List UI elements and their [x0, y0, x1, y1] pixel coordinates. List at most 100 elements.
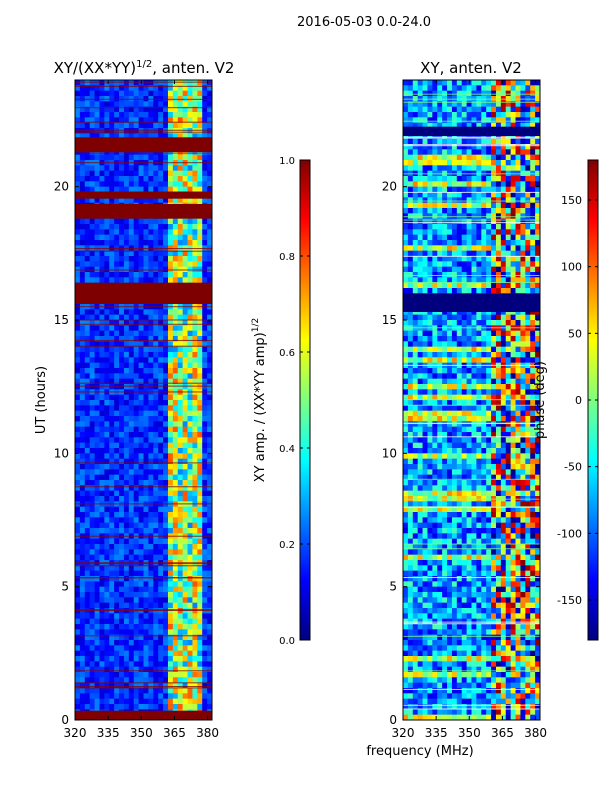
heatmap-cell: [491, 202, 497, 209]
heatmap-cell: [153, 90, 159, 97]
heatmap-cell: [197, 538, 203, 545]
heatmap-cell: [495, 106, 502, 113]
heatmap-cell: [114, 176, 120, 182]
heatmap-cell: [525, 117, 531, 124]
heatmap-cell: [79, 368, 86, 374]
heatmap-cell: [451, 266, 458, 273]
heatmap-cell: [207, 181, 213, 188]
heatmap-cell: [79, 688, 86, 694]
heatmap-cell: [138, 453, 144, 460]
heatmap-cell: [197, 336, 203, 342]
heatmap-cell: [75, 453, 81, 460]
heatmap-cell: [510, 266, 516, 273]
heatmap-cell: [84, 80, 91, 86]
heatmap-cell: [99, 368, 105, 374]
heatmap-cell: [158, 640, 164, 646]
heatmap-cell: [119, 538, 125, 545]
heatmap-cell: [84, 362, 91, 369]
heatmap-cell: [535, 282, 541, 289]
heatmap-cell: [128, 688, 135, 694]
heatmap-cell: [192, 677, 198, 684]
heatmap-cell: [163, 506, 169, 513]
heatmap-cell: [476, 368, 482, 374]
heatmap-cell: [456, 368, 463, 374]
heatmap-cell: [447, 309, 453, 316]
heatmap-cell: [202, 581, 208, 588]
heatmap-cell: [123, 400, 130, 406]
heatmap-cell: [207, 485, 213, 492]
heatmap-cell: [119, 256, 125, 262]
heatmap-cell: [500, 288, 507, 294]
heatmap-cell: [481, 234, 487, 241]
heatmap-cell: [437, 314, 443, 321]
heatmap-cell: [182, 496, 188, 502]
heatmap-cell: [119, 106, 125, 113]
heatmap-cell: [187, 240, 193, 246]
heatmap-cell: [447, 245, 453, 252]
heatmap-cell: [167, 528, 174, 534]
heatmap-cell: [123, 512, 130, 518]
heatmap-cell: [143, 352, 149, 358]
heatmap-cell: [510, 309, 516, 316]
time-streak: [75, 503, 212, 505]
heatmap-cell: [515, 176, 521, 182]
heatmap-cell: [163, 677, 169, 684]
heatmap-cell: [187, 336, 193, 342]
heatmap-cell: [94, 469, 100, 476]
heatmap-cell: [451, 197, 458, 204]
heatmap-cell: [451, 154, 458, 161]
heatmap-cell: [114, 229, 120, 236]
heatmap-cell: [192, 224, 198, 230]
heatmap-cell: [84, 346, 91, 353]
heatmap-cell: [417, 341, 423, 348]
heatmap-cell: [207, 384, 213, 390]
heatmap-cell: [89, 176, 95, 182]
heatmap-cell: [407, 213, 414, 220]
heatmap-cell: [153, 682, 159, 689]
heatmap-cell: [114, 458, 120, 465]
heatmap-cell: [535, 352, 541, 358]
heatmap-cell: [138, 112, 144, 118]
heatmap-cell: [143, 378, 149, 385]
heatmap-cell: [515, 229, 521, 236]
heatmap-cell: [447, 234, 453, 241]
heatmap-cell: [427, 192, 433, 198]
heatmap-cell: [187, 373, 193, 380]
heatmap-cell: [75, 490, 81, 497]
heatmap-cell: [466, 245, 472, 252]
heatmap-cell: [138, 149, 144, 156]
heatmap-cell: [123, 442, 130, 449]
heatmap-cell: [417, 314, 423, 321]
heatmap-cell: [119, 682, 125, 689]
heatmap-cell: [138, 133, 144, 140]
heatmap-cell: [207, 117, 213, 124]
heatmap-cell: [89, 218, 95, 225]
heatmap-cell: [520, 138, 526, 145]
heatmap-cell: [427, 160, 433, 166]
heatmap-cell: [153, 549, 159, 556]
heatmap-cell: [89, 517, 95, 524]
heatmap-cell: [447, 341, 453, 348]
heatmap-cell: [407, 320, 414, 326]
heatmap-cell: [123, 357, 130, 364]
heatmap-cell: [407, 165, 414, 172]
heatmap-cell: [89, 544, 95, 550]
heatmap-cell: [104, 490, 110, 497]
heatmap-cell: [109, 320, 115, 326]
heatmap-cell: [75, 250, 81, 257]
heatmap-cell: [182, 506, 188, 513]
heatmap-cell: [158, 314, 164, 321]
heatmap-cell: [123, 416, 130, 422]
heatmap-cell: [495, 357, 502, 364]
heatmap-cell: [456, 138, 463, 145]
heatmap-cell: [525, 160, 531, 166]
heatmap-cell: [119, 117, 125, 124]
heatmap-cell: [515, 160, 521, 166]
heatmap-cell: [163, 538, 169, 545]
heatmap-cell: [163, 512, 169, 518]
heatmap-cell: [133, 90, 139, 97]
heatmap-cell: [104, 394, 110, 401]
heatmap-cell: [197, 517, 203, 524]
heatmap-cell: [143, 240, 149, 246]
heatmap-cell: [437, 261, 443, 268]
